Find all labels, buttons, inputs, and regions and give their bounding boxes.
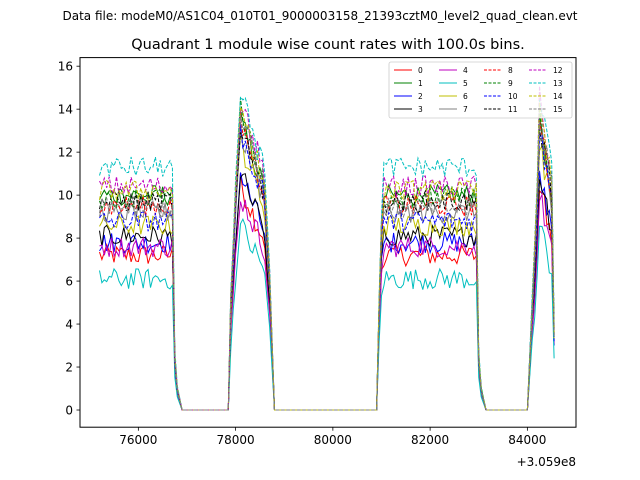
legend-label-15: 15 xyxy=(553,105,563,114)
legend-label-11: 11 xyxy=(508,105,518,114)
y-tick-label-7: 14 xyxy=(58,102,73,116)
legend-label-3: 3 xyxy=(418,105,423,114)
legend-label-2: 2 xyxy=(418,92,423,101)
series-line-15 xyxy=(99,114,555,411)
legend-label-13: 13 xyxy=(553,79,563,88)
x-tick-label-4: 84000 xyxy=(508,433,546,447)
legend-label-1: 1 xyxy=(418,79,423,88)
legend-label-9: 9 xyxy=(508,79,513,88)
legend-label-8: 8 xyxy=(508,66,513,75)
series-line-10 xyxy=(99,124,555,411)
series-line-9 xyxy=(99,97,555,411)
series-line-6 xyxy=(99,133,555,411)
y-tick-label-3: 6 xyxy=(65,274,73,288)
series-line-1 xyxy=(99,111,555,411)
series-line-13 xyxy=(99,95,555,411)
y-tick-label-4: 8 xyxy=(65,231,73,245)
series-line-8 xyxy=(99,111,555,411)
series-layer xyxy=(99,85,555,411)
y-tick-label-6: 12 xyxy=(58,145,73,159)
legend-label-0: 0 xyxy=(418,66,423,75)
x-tick-label-2: 80000 xyxy=(314,433,352,447)
plot-frame xyxy=(79,57,577,428)
chart-title: Quadrant 1 module wise count rates with … xyxy=(131,37,525,53)
x-tick-label-0: 76000 xyxy=(119,433,157,447)
y-tick-label-5: 10 xyxy=(58,188,73,202)
y-tick-label-0: 0 xyxy=(65,403,73,417)
legend-label-14: 14 xyxy=(553,92,563,101)
series-line-2 xyxy=(99,170,555,411)
series-line-5 xyxy=(99,217,555,411)
legend-label-7: 7 xyxy=(463,105,468,114)
series-line-4 xyxy=(99,194,555,411)
series-line-7 xyxy=(99,120,555,411)
y-tick-label-2: 4 xyxy=(65,317,73,331)
series-line-12 xyxy=(99,85,555,411)
series-line-11 xyxy=(99,128,555,411)
legend-label-5: 5 xyxy=(463,79,468,88)
y-tick-label-8: 16 xyxy=(58,59,73,73)
x-offset-label: +3.059e8 xyxy=(517,455,576,469)
legend-box xyxy=(388,61,573,119)
legend-label-10: 10 xyxy=(508,92,518,101)
y-tick-label-1: 2 xyxy=(65,360,73,374)
legend-label-4: 4 xyxy=(463,66,468,75)
legend-label-12: 12 xyxy=(553,66,563,75)
legend-label-6: 6 xyxy=(463,92,468,101)
chart-suptitle: Data file: modeM0/AS1C04_010T01_90000031… xyxy=(62,9,577,23)
x-tick-label-1: 78000 xyxy=(217,433,255,447)
x-tick-label-3: 82000 xyxy=(411,433,449,447)
